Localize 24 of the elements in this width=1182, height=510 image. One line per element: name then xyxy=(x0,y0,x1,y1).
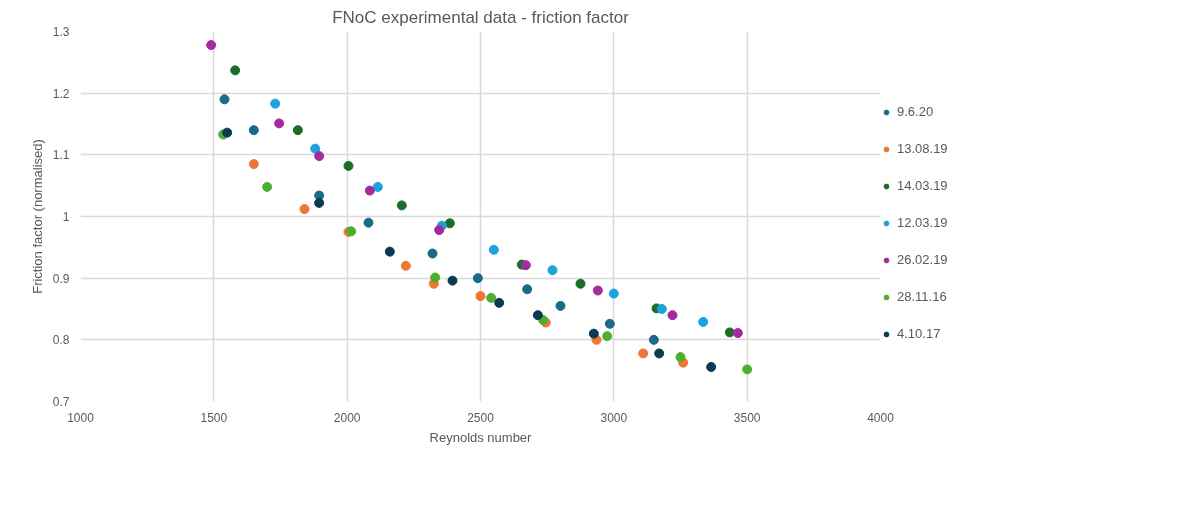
y-tick-label: 0.8 xyxy=(52,333,70,348)
x-tick-label: 1000 xyxy=(67,410,95,425)
y-tick-label: 0.9 xyxy=(52,271,70,286)
y-tick-label: 1.2 xyxy=(52,86,70,101)
x-tick-label: 4000 xyxy=(867,410,895,425)
x-tick-label: 2000 xyxy=(333,410,361,425)
y-tick-label: 1.3 xyxy=(52,25,70,39)
x-tick-label: 1500 xyxy=(200,410,228,425)
y-tick-label: 0.7 xyxy=(52,395,70,409)
legend-label: 9.6.20 xyxy=(897,104,934,119)
x-tick-label: 3000 xyxy=(600,410,628,425)
x-tick-label: 2500 xyxy=(467,410,495,425)
y-tick-label: 1 xyxy=(62,210,70,224)
chart-title: FNoC experimental data - friction factor xyxy=(332,7,630,27)
legend-label: 13.08.19 xyxy=(897,141,948,156)
x-tick-label: 3500 xyxy=(733,410,761,425)
legend-label: 12.03.19 xyxy=(897,215,948,230)
legend-label: 26.02.19 xyxy=(897,252,948,267)
legend-label: 28.11.16 xyxy=(897,289,947,304)
y-axis-title: Friction factor (normalised) xyxy=(29,139,45,294)
x-axis-title: Reynolds number xyxy=(429,429,533,445)
legend-label: 14.03.19 xyxy=(897,178,948,193)
legend-label: 4.10.17 xyxy=(897,326,941,341)
y-tick-label: 1.1 xyxy=(52,148,70,163)
